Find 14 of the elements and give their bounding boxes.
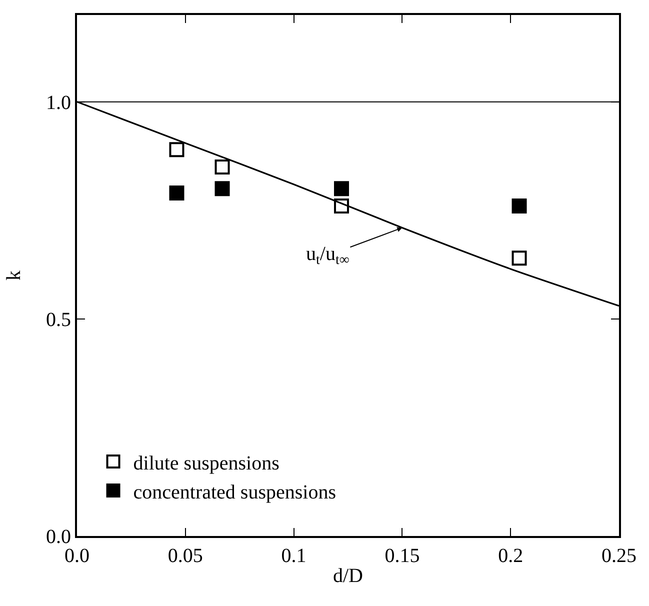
legend-label: concentrated suspensions — [133, 481, 336, 504]
x-tick-label: 0.15 — [384, 545, 420, 567]
x-tick-label: 0.25 — [602, 545, 636, 567]
x-tick-label: 0.0 — [64, 545, 90, 567]
x-tick-label: 0.05 — [168, 545, 203, 567]
y-axis-title: k — [3, 270, 25, 280]
legend-label: dilute suspensions — [133, 452, 280, 474]
x-tick-label: 0.2 — [498, 545, 524, 567]
y-tick-label: 0.0 — [46, 526, 71, 548]
y-tick-label: 0.5 — [46, 308, 71, 331]
x-tick-label: 0.1 — [281, 545, 306, 567]
x-axis-title: d/D — [333, 565, 363, 587]
y-tick-label: 1.0 — [46, 92, 71, 114]
annotation: u$_{t}$/u$_{t∞}$ — [306, 243, 350, 268]
